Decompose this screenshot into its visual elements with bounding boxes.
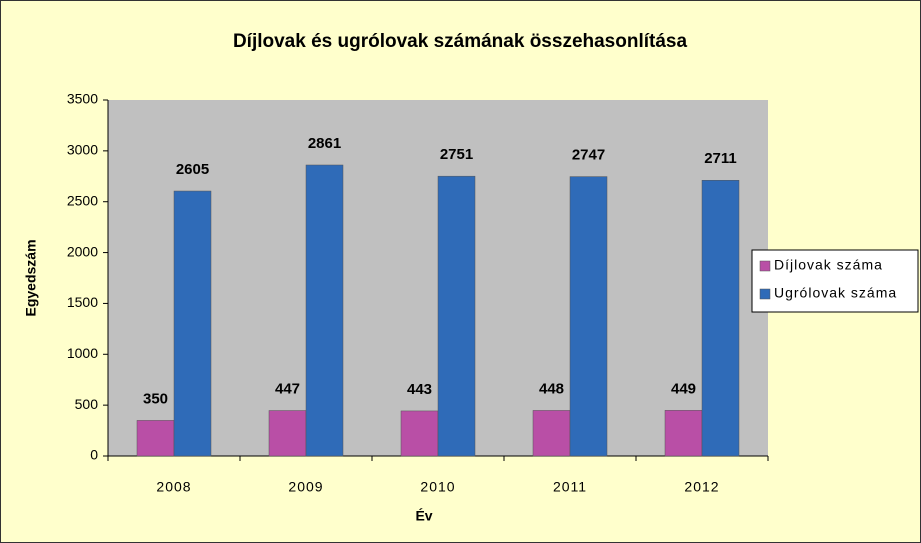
data-label: 350 [143, 390, 168, 407]
x-tick-label: 2010 [420, 479, 455, 495]
bar [268, 410, 307, 457]
x-tick-label: 2009 [288, 479, 323, 495]
y-tick-label: 3000 [67, 142, 98, 158]
y-tick-label: 1000 [67, 345, 98, 361]
legend-label: Ugrólovak száma [774, 285, 897, 301]
bar [437, 175, 476, 457]
bar [136, 420, 175, 457]
bar [400, 410, 439, 457]
legend [751, 249, 919, 313]
y-tick-label: 2500 [67, 192, 98, 208]
y-tick-label: 1500 [67, 294, 98, 310]
data-label: 2747 [572, 147, 605, 164]
data-label: 2711 [704, 150, 737, 167]
data-label: 447 [275, 381, 300, 398]
x-tick-label: 2011 [553, 479, 587, 495]
y-tick-label: 3500 [67, 91, 98, 107]
legend-label: Díjlovak száma [774, 257, 883, 273]
bar [701, 180, 740, 457]
bar [305, 164, 344, 457]
y-tick-label: 2000 [67, 243, 98, 259]
legend-swatch [759, 288, 771, 300]
chart-title: Díjlovak és ugrólovak számának összehaso… [233, 31, 688, 52]
data-label: 2751 [440, 146, 473, 163]
legend-swatch [759, 260, 771, 272]
data-label: 443 [407, 381, 432, 398]
y-axis-label: Egyedszám [23, 239, 39, 316]
bar [173, 190, 212, 457]
data-label: 2605 [176, 161, 209, 178]
bar [664, 410, 703, 457]
data-label: 448 [539, 380, 564, 397]
y-tick-label: 0 [90, 447, 98, 463]
x-axis-label: Év [415, 508, 432, 524]
x-tick-label: 2008 [156, 479, 191, 495]
x-tick-label: 2012 [684, 479, 719, 495]
bar [532, 410, 571, 457]
y-tick-label: 500 [75, 396, 99, 412]
data-label: 2861 [308, 135, 341, 152]
bar [569, 176, 608, 457]
data-label: 449 [671, 380, 696, 397]
